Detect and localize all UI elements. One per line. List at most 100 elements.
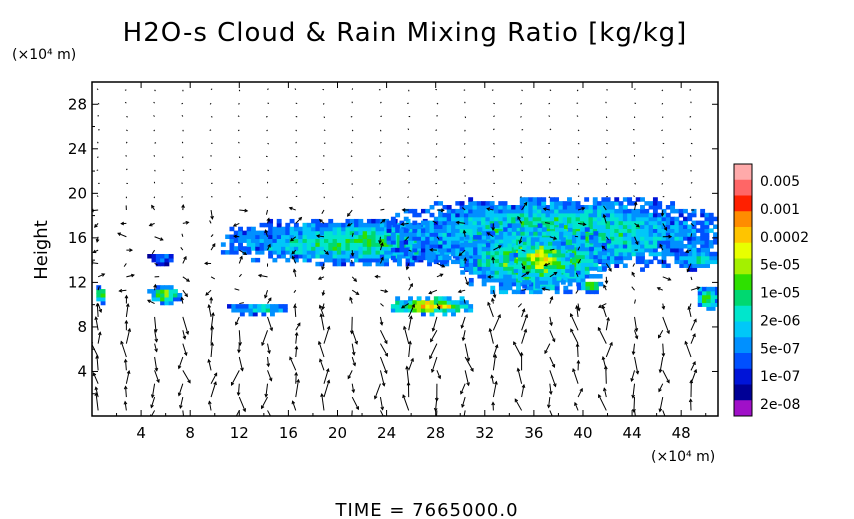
wind-vector-head	[95, 238, 100, 243]
cloud-cell	[543, 268, 549, 273]
cloud-cell	[463, 240, 469, 245]
cloud-cell	[429, 228, 435, 233]
wind-vector	[605, 236, 609, 240]
cloud-cell	[665, 240, 671, 245]
cloud-cell	[472, 212, 478, 218]
wind-vector	[570, 313, 579, 331]
cloud-cell	[614, 240, 620, 245]
cloud-cell	[648, 247, 654, 253]
cloud-cell	[567, 208, 572, 214]
cloud-cell	[451, 228, 456, 233]
cloud-cell	[420, 304, 426, 309]
cloud-cell	[490, 266, 496, 271]
cloud-cell	[541, 212, 547, 218]
cloud-cell	[580, 235, 586, 240]
cloud-cell	[691, 208, 697, 214]
wind-vector-head	[92, 249, 97, 254]
cloud-cell	[579, 224, 585, 230]
cloud-cell	[704, 232, 710, 237]
cloud-cell	[648, 220, 654, 226]
cloud-cell	[507, 246, 513, 252]
wind-vector-head	[184, 293, 188, 298]
wind-vector-head	[666, 330, 670, 335]
cloud-cell	[336, 257, 342, 263]
cloud-cell	[319, 261, 325, 267]
cloud-cell	[289, 218, 295, 224]
cloud-cell	[536, 220, 542, 226]
cloud-cell	[164, 292, 170, 298]
wind-vector-head	[634, 419, 637, 422]
cloud-cell	[597, 246, 603, 252]
cloud-cell	[498, 270, 504, 275]
wind-vector	[517, 216, 523, 224]
wind-vector-head	[434, 397, 439, 402]
cloud-cell	[644, 212, 650, 218]
cloud-cell	[265, 304, 271, 309]
wind-vector	[210, 312, 214, 331]
cloud-cell	[293, 230, 299, 236]
cloud-cell	[537, 231, 543, 236]
cloud-cell	[558, 208, 564, 214]
cloud-cell	[562, 205, 568, 210]
cloud-cell	[543, 241, 549, 246]
wind-vector-head	[688, 398, 693, 403]
wind-vector-head	[440, 208, 445, 213]
cloud-cell	[345, 254, 351, 259]
cloud-cell	[293, 254, 299, 259]
cloud-cell	[306, 254, 312, 259]
cloud-cell	[371, 254, 377, 259]
cloud-cell	[481, 270, 487, 275]
wind-vector	[408, 249, 412, 252]
cloud-cell	[556, 276, 562, 281]
cloud-cell	[576, 238, 582, 244]
cloud-cell	[519, 208, 525, 214]
wind-vector-head	[462, 229, 467, 234]
cloud-cell	[517, 264, 523, 270]
cloud-cell	[593, 238, 599, 244]
wind-vector	[548, 156, 551, 159]
cloud-cell	[549, 228, 555, 233]
wind-vector	[464, 276, 469, 285]
cloud-cell	[493, 232, 499, 237]
cloud-cell	[252, 311, 258, 317]
wind-vector	[210, 276, 216, 280]
cloud-cell	[427, 261, 432, 267]
cloud-cell	[397, 238, 402, 243]
wind-vector-head	[696, 286, 701, 290]
cloud-cell	[276, 242, 282, 247]
cloud-cell	[580, 258, 586, 263]
cloud-cell	[281, 230, 286, 236]
cloud-cell	[545, 212, 551, 218]
cloud-cell	[614, 251, 620, 257]
cloud-cell	[459, 208, 465, 214]
cloud-cell	[592, 247, 598, 253]
cloud-cell	[403, 228, 409, 233]
cloud-cell	[147, 289, 153, 294]
wind-vector	[605, 342, 613, 358]
wind-vector	[605, 263, 612, 272]
cloud-cell	[565, 272, 571, 277]
cloud-cell	[554, 285, 560, 291]
cloud-cell	[366, 242, 372, 247]
cloud-cell	[164, 296, 170, 302]
wind-vector	[237, 115, 240, 117]
cloud-cell	[692, 263, 698, 268]
cloud-cell	[700, 224, 706, 230]
cloud-cell	[481, 243, 486, 249]
wind-vector	[350, 116, 353, 118]
cloud-cell	[490, 238, 496, 244]
cloud-cell	[425, 251, 431, 257]
wind-vector	[210, 381, 217, 398]
cloud-cell	[328, 226, 334, 232]
cloud-cell	[506, 216, 512, 222]
cloud-cell	[584, 270, 590, 275]
cloud-cell	[627, 212, 633, 218]
wind-vector	[606, 142, 608, 145]
cloud-cell	[702, 298, 707, 304]
cloud-cell	[675, 255, 680, 261]
cloud-cell	[239, 308, 245, 313]
cloud-cell	[597, 224, 602, 230]
cloud-cell	[683, 216, 688, 222]
wind-vector-head	[608, 267, 612, 272]
wind-vector-head	[261, 342, 265, 347]
